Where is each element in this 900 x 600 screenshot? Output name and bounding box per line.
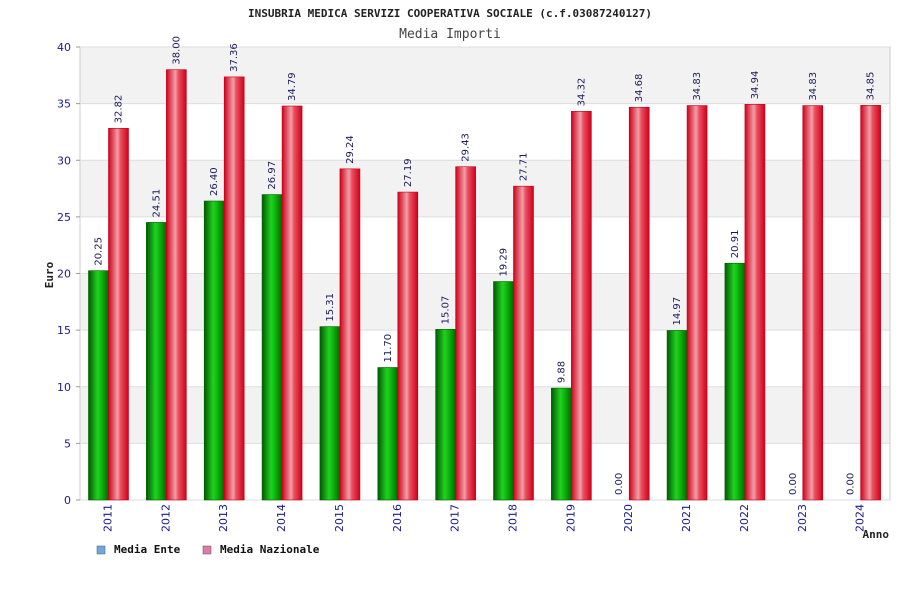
y-tick-label: 0 (64, 494, 71, 507)
bar-media-nazionale-2012 (166, 69, 187, 501)
bar-media-nazionale-2016 (397, 191, 419, 501)
bar-media-ente-2021 (666, 330, 688, 501)
legend-label-media-ente: Media Ente (114, 543, 181, 556)
y-tick-label: 25 (57, 211, 71, 224)
bar-media-ente-2022 (724, 262, 746, 501)
bar-media-nazionale-2022 (744, 104, 766, 501)
x-axis-ticks: 2011 2012 2013 2014 2015 2016 2017 2018 2019 2020… (102, 504, 867, 532)
bar-media-ente-2017 (435, 329, 456, 501)
grid-band (80, 47, 890, 104)
data-label-media-ente-2013: 26.40 (209, 167, 220, 196)
data-label-media-ente-2017: 15.07 (441, 296, 452, 325)
bar-media-nazionale-2018 (513, 185, 534, 501)
bar-media-nazionale-2015 (339, 168, 361, 501)
bar-media-nazionale-2017 (455, 166, 476, 501)
data-label-media-ente-2014: 26.97 (267, 161, 278, 190)
data-label-media-nazionale-2016: 27.19 (403, 158, 414, 187)
data-label-media-nazionale-2021: 34.83 (692, 72, 703, 101)
data-label-media-nazionale-2024: 34.85 (866, 72, 877, 101)
x-axis-label: Anno (863, 528, 890, 541)
x-tick-label-2019: 2019 (564, 504, 577, 532)
data-label-media-ente-2019: 9.88 (556, 361, 567, 383)
x-tick-label-2017: 2017 (449, 504, 462, 532)
data-label-media-ente-2015: 15.31 (325, 293, 336, 322)
x-tick-label-2016: 2016 (391, 504, 404, 532)
bar-media-nazionale-2013 (223, 76, 245, 501)
data-labels: 20.25 32.82 24.51 38.00 26.40 37.36 26.97 34.79… (94, 36, 877, 495)
y-tick-label: 15 (57, 324, 71, 337)
y-tick-label: 35 (57, 98, 71, 111)
bar-media-ente-2018 (493, 281, 514, 501)
data-label-media-ente-2011: 20.25 (94, 237, 105, 266)
x-tick-label-2012: 2012 (159, 504, 172, 532)
data-label-media-ente-2021: 14.97 (672, 297, 683, 326)
y-tick-label: 30 (57, 154, 71, 167)
bar-media-ente-2019 (551, 387, 572, 501)
x-tick-label-2021: 2021 (680, 504, 693, 532)
grid-band (80, 386, 890, 444)
data-label-media-ente-2016: 11.70 (383, 334, 394, 363)
bar-media-nazionale-2021 (686, 105, 708, 501)
bar-media-nazionale-2023 (802, 105, 824, 501)
bar-media-nazionale-2019 (571, 111, 592, 501)
bar-media-ente-2014 (261, 194, 283, 501)
legend-label-media-nazionale: Media Nazionale (220, 543, 320, 556)
x-tick-label-2011: 2011 (102, 504, 115, 532)
y-axis-ticks: 0 5 10 15 20 25 30 35 40 (57, 41, 80, 507)
data-label-media-ente-2023: 0.00 (788, 473, 799, 495)
data-label-media-nazionale-2017: 29.43 (461, 133, 472, 162)
data-label-media-nazionale-2012: 38.00 (171, 36, 182, 65)
data-label-media-nazionale-2013: 37.36 (229, 43, 240, 72)
bar-media-nazionale-2024 (860, 105, 881, 501)
data-label-media-ente-2024: 0.00 (846, 473, 857, 495)
x-tick-label-2023: 2023 (796, 504, 809, 532)
bar-media-ente-2015 (319, 326, 341, 501)
y-tick-label: 20 (57, 268, 71, 281)
bar-media-ente-2013 (203, 200, 225, 501)
data-label-media-nazionale-2019: 34.32 (576, 78, 587, 107)
data-label-media-ente-2020: 0.00 (614, 473, 625, 495)
data-label-media-ente-2022: 20.91 (730, 230, 741, 259)
x-tick-label-2015: 2015 (333, 504, 346, 532)
data-label-media-nazionale-2023: 34.83 (808, 72, 819, 101)
bar-media-ente-2011 (88, 270, 109, 501)
data-label-media-nazionale-2020: 34.68 (634, 74, 645, 103)
bar-media-ente-2016 (377, 367, 399, 501)
x-tick-label-2024: 2024 (854, 504, 867, 532)
legend-swatch-media-ente (96, 545, 106, 555)
legend-swatch-media-nazionale (202, 545, 212, 555)
data-label-media-nazionale-2018: 27.71 (519, 153, 530, 182)
data-label-media-ente-2012: 24.51 (151, 189, 162, 218)
x-tick-label-2018: 2018 (507, 504, 520, 532)
data-label-media-nazionale-2014: 34.79 (287, 72, 298, 101)
data-label-media-nazionale-2022: 34.94 (750, 71, 761, 100)
y-tick-label: 5 (64, 437, 71, 450)
grid-band (80, 273, 890, 331)
x-tick-label-2013: 2013 (217, 504, 230, 532)
y-axis-label: Euro (43, 261, 56, 288)
data-label-media-nazionale-2015: 29.24 (345, 135, 356, 164)
legend: Media Ente Media Nazionale (96, 543, 320, 556)
bar-media-nazionale-2011 (108, 128, 129, 501)
bar-media-nazionale-2014 (281, 105, 303, 501)
x-tick-label-2022: 2022 (738, 504, 751, 532)
y-tick-label: 40 (57, 41, 71, 54)
chart-subtitle: Media Importi (399, 27, 501, 42)
grid-band (80, 160, 890, 217)
chart-title: INSUBRIA MEDICA SERVIZI COOPERATIVA SOCI… (248, 7, 652, 20)
bar-media-ente-2012 (146, 222, 167, 501)
data-label-media-nazionale-2011: 32.82 (114, 95, 125, 124)
y-tick-label: 10 (57, 381, 71, 394)
x-tick-label-2014: 2014 (275, 504, 288, 532)
bar-media-nazionale-2020 (628, 106, 650, 501)
data-label-media-ente-2018: 19.29 (499, 248, 510, 277)
x-tick-label-2020: 2020 (622, 504, 635, 532)
bars (88, 69, 881, 501)
